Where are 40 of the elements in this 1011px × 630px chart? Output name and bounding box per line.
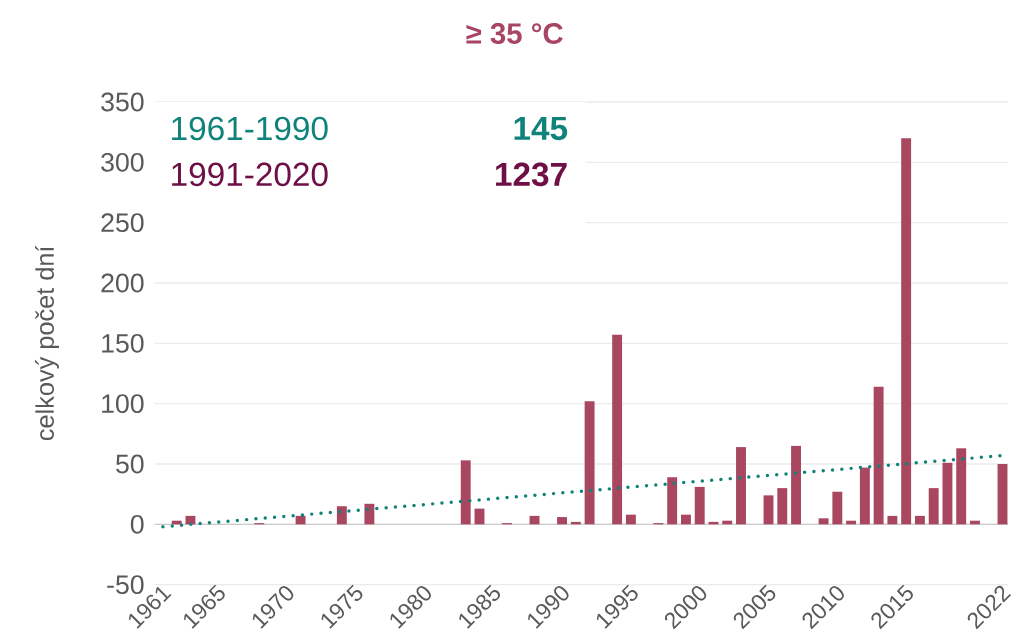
bar [956, 448, 967, 525]
bar [901, 138, 912, 525]
bar [887, 515, 898, 525]
bar [763, 495, 774, 525]
annotation: 145 [514, 116, 568, 141]
bar [914, 515, 925, 525]
y-tick-label: 100 [102, 394, 144, 414]
bar [680, 514, 691, 525]
y-tick-label: 150 [102, 333, 144, 353]
bar [818, 518, 829, 525]
bar [667, 477, 678, 525]
y-axis-title: celkový počet dní [35, 245, 59, 441]
bar [928, 488, 939, 525]
bar [612, 334, 623, 525]
chart-title: ≥ 35 °C [466, 23, 563, 44]
annotation: 1237 [496, 162, 567, 187]
bar [777, 488, 788, 525]
bar [832, 491, 843, 525]
bar [997, 463, 1008, 525]
bar [336, 506, 347, 525]
bar [942, 462, 953, 525]
bar [584, 401, 595, 525]
bar [791, 445, 801, 525]
bar [625, 514, 636, 525]
y-tick-label: 350 [101, 92, 144, 112]
bar [694, 486, 705, 525]
bar [460, 460, 471, 525]
y-tick-label: 300 [101, 152, 144, 172]
bar [364, 503, 375, 525]
y-tick-label: 200 [101, 273, 144, 293]
bar [295, 515, 306, 525]
y-tick-label: 0 [130, 514, 144, 534]
annotation: 1991-2020 [172, 162, 328, 187]
y-tick-label: 250 [101, 213, 144, 233]
bar [557, 517, 568, 525]
annotation: 1961-1990 [172, 116, 328, 141]
y-tick-label: 50 [116, 454, 144, 474]
bar [873, 386, 884, 525]
bar [859, 467, 870, 525]
bar [736, 447, 746, 525]
